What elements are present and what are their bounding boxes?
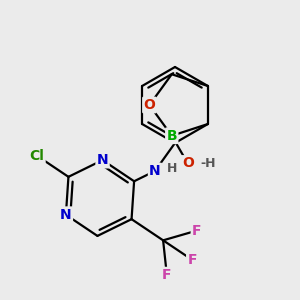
- Text: -H: -H: [201, 157, 216, 170]
- Text: B: B: [167, 129, 177, 143]
- Text: O: O: [143, 98, 155, 112]
- Text: F: F: [162, 268, 172, 282]
- Text: N: N: [149, 164, 161, 178]
- Text: N: N: [60, 208, 72, 222]
- Text: Cl: Cl: [29, 149, 44, 163]
- Text: F: F: [192, 224, 202, 238]
- Text: H: H: [167, 163, 177, 176]
- Text: F: F: [188, 253, 197, 267]
- Text: O: O: [182, 157, 194, 170]
- Text: N: N: [97, 153, 108, 167]
